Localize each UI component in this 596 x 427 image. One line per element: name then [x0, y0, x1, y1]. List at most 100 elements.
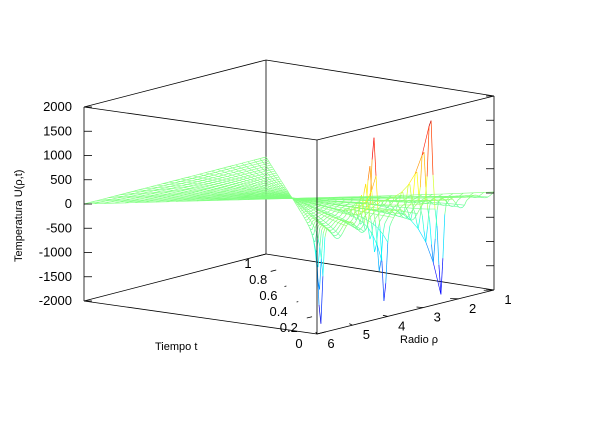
mesh-segment — [128, 191, 131, 193]
mesh-segment — [221, 167, 224, 169]
mesh-segment — [372, 207, 380, 209]
mesh-segment — [254, 166, 257, 170]
mesh-segment — [342, 207, 348, 209]
mesh-segment — [238, 187, 244, 189]
mesh-segment — [320, 205, 325, 207]
mesh-segment — [268, 184, 272, 187]
mesh-segment — [385, 242, 389, 284]
mesh-segment — [351, 215, 353, 218]
mesh-segment — [270, 188, 275, 191]
mesh-segment — [438, 202, 448, 204]
mesh-segment — [220, 192, 228, 194]
mesh-segment — [372, 235, 378, 246]
mesh-segment — [338, 223, 342, 227]
box-edge — [265, 59, 495, 97]
mesh-segment — [328, 210, 330, 212]
mesh-segment — [358, 215, 364, 219]
mesh-segment — [365, 223, 369, 230]
mesh-segment — [362, 199, 368, 205]
mesh-segment — [183, 192, 192, 194]
mesh-segment — [381, 201, 384, 205]
mesh-segment — [380, 205, 389, 209]
mesh-segment — [230, 172, 232, 174]
mesh-segment — [363, 183, 367, 194]
mesh-segment — [323, 202, 329, 205]
mesh-segment — [338, 212, 343, 214]
mesh-segment — [278, 186, 281, 189]
mesh-segment — [322, 237, 326, 277]
mesh-segment — [337, 220, 341, 223]
mesh-segment — [177, 183, 180, 185]
mesh-segment — [281, 190, 284, 193]
mesh-segment — [265, 182, 270, 185]
mesh-segment — [333, 230, 336, 233]
mesh-segment — [338, 222, 342, 225]
x-tick-mark — [284, 285, 287, 287]
mesh-segment — [444, 200, 448, 215]
mesh-segment — [241, 191, 248, 193]
mesh-segment — [92, 201, 95, 203]
mesh-segment — [433, 203, 442, 206]
mesh-segment — [249, 193, 257, 195]
mesh-segment — [340, 223, 344, 226]
mesh-segment — [189, 175, 192, 178]
mesh-segment — [235, 181, 240, 183]
mesh-segment — [300, 199, 306, 201]
mesh-segment — [309, 199, 317, 201]
mesh-segment — [208, 176, 214, 178]
mesh-segment — [340, 221, 343, 225]
mesh-segment — [227, 176, 232, 178]
mesh-segment — [306, 209, 309, 213]
mesh-segment — [302, 201, 307, 203]
mesh-segment — [318, 216, 321, 219]
mesh-segment — [183, 187, 191, 189]
mesh-segment — [264, 170, 268, 174]
mesh-segment — [283, 187, 286, 190]
mesh-segment — [106, 202, 109, 204]
mesh-segment — [360, 226, 363, 230]
mesh-segment — [360, 204, 363, 206]
mesh-segment — [223, 169, 226, 171]
mesh-segment — [100, 198, 103, 201]
mesh-segment — [404, 211, 411, 213]
mesh-segment — [363, 222, 369, 229]
mesh-segment — [376, 204, 385, 206]
mesh-segment — [414, 154, 423, 174]
mesh-segment — [316, 199, 324, 202]
mesh-segment — [284, 193, 289, 196]
mesh-segment — [302, 199, 310, 201]
mesh-segment — [262, 162, 265, 165]
mesh-segment — [307, 201, 313, 204]
mesh-segment — [296, 202, 300, 205]
mesh-segment — [424, 203, 434, 205]
mesh-segment — [335, 219, 338, 222]
mesh-segment — [340, 219, 344, 221]
mesh-segment — [193, 175, 199, 178]
mesh-segment — [244, 164, 247, 167]
mesh-segment — [324, 227, 328, 229]
mesh-segment — [312, 205, 317, 208]
mesh-segment — [282, 189, 285, 193]
mesh-segment — [162, 189, 165, 192]
mesh-segment — [367, 199, 370, 214]
mesh-segment — [310, 210, 314, 214]
mesh-segment — [281, 192, 286, 195]
mesh-segment — [245, 192, 252, 194]
mesh-segment — [462, 204, 465, 208]
mesh-segment — [251, 193, 259, 195]
mesh-segment — [266, 191, 272, 194]
mesh-segment — [330, 219, 333, 222]
mesh-segment — [331, 216, 333, 219]
mesh-segment — [118, 194, 121, 196]
mesh-segment — [409, 195, 411, 197]
mesh-segment — [254, 175, 258, 179]
mesh-segment — [365, 204, 371, 211]
mesh-segment — [265, 194, 273, 196]
mesh-segment — [168, 181, 176, 184]
z-tick-label: 1500 — [43, 123, 72, 138]
mesh-segment — [324, 215, 328, 218]
mesh-segment — [434, 210, 438, 239]
mesh-segment — [460, 207, 463, 209]
mesh-segment — [266, 160, 269, 162]
mesh-segment — [441, 204, 451, 207]
